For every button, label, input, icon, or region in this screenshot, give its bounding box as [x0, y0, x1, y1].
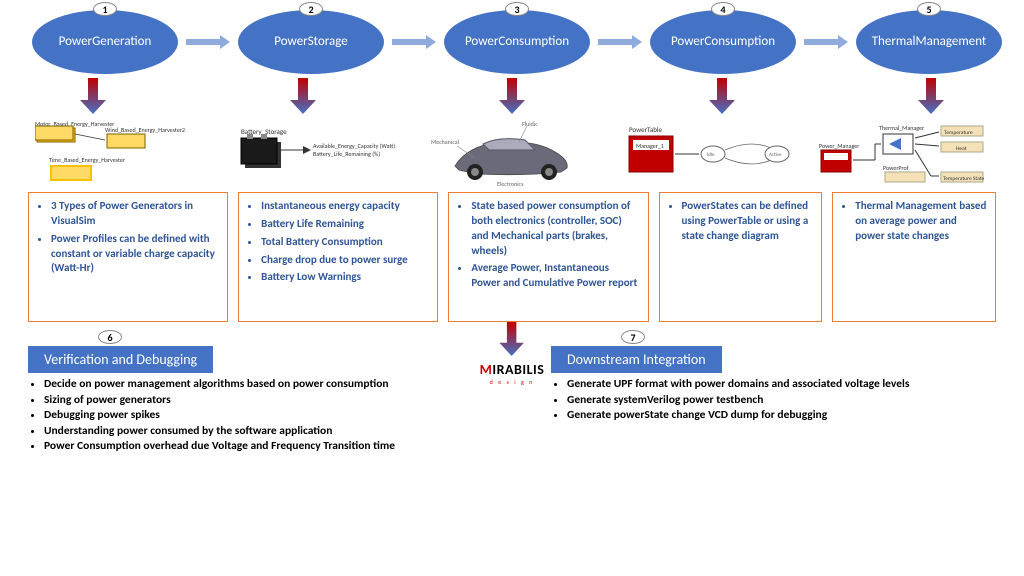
stage-3: 3 PowerConsumption: [442, 8, 592, 76]
stage-row: 1 PowerGeneration 2 PowerStorage 3 Power…: [0, 0, 1024, 76]
svg-text:Battery_Life_Remaining (%): Battery_Life_Remaining (%): [313, 150, 380, 158]
svg-text:Available_Energy_Capacity (Wat: Available_Energy_Capacity (Watt): [313, 142, 395, 150]
stage-num-3: 3: [505, 2, 529, 16]
section-title-verification: Verification and Debugging: [28, 346, 213, 373]
bottom-item: Debugging power spikes: [44, 408, 473, 424]
svg-text:Fluidic: Fluidic: [522, 120, 538, 128]
icon-battery-storage: Battery_Storage Available_Energy_Capacit…: [226, 118, 406, 188]
desc-item: Thermal Management based on average powe…: [855, 199, 987, 244]
svg-text:Temperature: Temperature: [944, 130, 973, 136]
desc-box-3: State based power consumption of both el…: [448, 192, 648, 322]
arrow-right-icon: [598, 35, 642, 49]
svg-text:Manager_1: Manager_1: [636, 142, 664, 150]
svg-text:PowerTable: PowerTable: [629, 125, 663, 134]
stage-2: 2 PowerStorage: [236, 8, 386, 76]
desc-box-4: PowerStates can be defined using PowerTa…: [659, 192, 823, 322]
desc-item: Power Profiles can be defined with const…: [51, 232, 219, 277]
bottom-item: Sizing of power generators: [44, 393, 473, 409]
svg-text:Power_Manager: Power_Manager: [819, 142, 859, 150]
stage-num-4: 4: [711, 2, 735, 16]
svg-text:Active: Active: [769, 152, 782, 158]
stage-num-5: 5: [917, 2, 941, 16]
stage-5: 5 ThermalManagement: [854, 8, 1004, 76]
bottom-item: Generate powerState change VCD dump for …: [567, 408, 996, 424]
svg-text:Mechanical: Mechanical: [431, 138, 459, 146]
desc-item: PowerStates can be defined using PowerTa…: [682, 199, 814, 244]
icon-power-table: PowerTable Manager_1 Idle Active: [618, 118, 798, 188]
arrow-right-icon: [392, 35, 436, 49]
bottom-item: Generate UPF format with power domains a…: [567, 377, 996, 393]
arrow-down-icon: [290, 78, 316, 114]
desc-item: 3 Types of Power Generators in VisualSim: [51, 199, 219, 229]
desc-item: Battery Low Warnings: [261, 270, 429, 285]
bottom-area: 6 Verification and Debugging Decide on p…: [0, 322, 1024, 455]
svg-text:Wind_Based_Energy_Harvester2: Wind_Based_Energy_Harvester2: [105, 126, 185, 134]
desc-item: State based power consumption of both el…: [471, 199, 639, 258]
svg-text:Thermal_Manager: Thermal_Manager: [879, 124, 924, 132]
stage-1: 1 PowerGeneration: [30, 8, 180, 76]
arrow-down-icon: [918, 78, 944, 114]
desc-item: Battery Life Remaining: [261, 217, 429, 232]
down-arrows-row: [0, 76, 1024, 118]
section-verification: 6 Verification and Debugging Decide on p…: [28, 330, 473, 455]
svg-text:Temperature State: Temperature State: [943, 176, 985, 182]
arrow-down-icon: [709, 78, 735, 114]
icons-row: Motor_Based_Energy_Harvester Wind_Based_…: [0, 118, 1024, 188]
desc-row: 3 Types of Power Generators in VisualSim…: [0, 188, 1024, 322]
bottom-item: Generate systemVerilog power testbench: [567, 393, 996, 409]
desc-item: Instantaneous energy capacity: [261, 199, 429, 214]
stage-num-2: 2: [299, 2, 323, 16]
icon-car-consumption: Fluidic Mechanical Electronics: [422, 118, 602, 188]
stage-label-3: PowerConsumption: [450, 35, 585, 50]
desc-item: Average Power, Instantaneous Power and C…: [471, 261, 639, 291]
svg-text:PowerProf: PowerProf: [883, 164, 909, 172]
stage-4: 4 PowerConsumption: [648, 8, 798, 76]
arrow-right-icon: [186, 35, 230, 49]
desc-item: Total Battery Consumption: [261, 235, 429, 250]
desc-box-1: 3 Types of Power Generators in VisualSim…: [28, 192, 228, 322]
svg-text:Idle: Idle: [707, 152, 715, 158]
desc-item: Charge drop due to power surge: [261, 253, 429, 268]
desc-box-2: Instantaneous energy capacity Battery Li…: [238, 192, 438, 322]
section-num-6: 6: [98, 330, 122, 344]
arrow-down-icon: [499, 78, 525, 114]
section-downstream: 7 Downstream Integration Generate UPF fo…: [491, 330, 996, 455]
svg-text:Heat: Heat: [956, 146, 967, 152]
section-num-7: 7: [621, 330, 645, 344]
arrow-right-icon: [804, 35, 848, 49]
stage-label-4: PowerConsumption: [656, 35, 791, 50]
bottom-item: Understanding power consumed by the soft…: [44, 424, 473, 440]
arrow-down-icon: [80, 78, 106, 114]
svg-text:Time_Based_Energy_Harvester: Time_Based_Energy_Harvester: [49, 156, 125, 164]
stage-label-5: ThermalManagement: [862, 35, 997, 50]
icon-thermal-manager: Power_Manager Thermal_Manager Temperatur…: [814, 118, 994, 188]
icon-power-generation: Motor_Based_Energy_Harvester Wind_Based_…: [30, 118, 210, 188]
bottom-item: Power Consumption overhead due Voltage a…: [44, 439, 473, 455]
svg-text:Electronics: Electronics: [497, 180, 524, 188]
stage-num-1: 1: [93, 2, 117, 16]
stage-label-2: PowerStorage: [244, 35, 379, 50]
desc-box-5: Thermal Management based on average powe…: [832, 192, 996, 322]
stage-label-1: PowerGeneration: [38, 35, 173, 50]
section-title-downstream: Downstream Integration: [551, 346, 722, 373]
bottom-item: Decide on power management algorithms ba…: [44, 377, 473, 393]
